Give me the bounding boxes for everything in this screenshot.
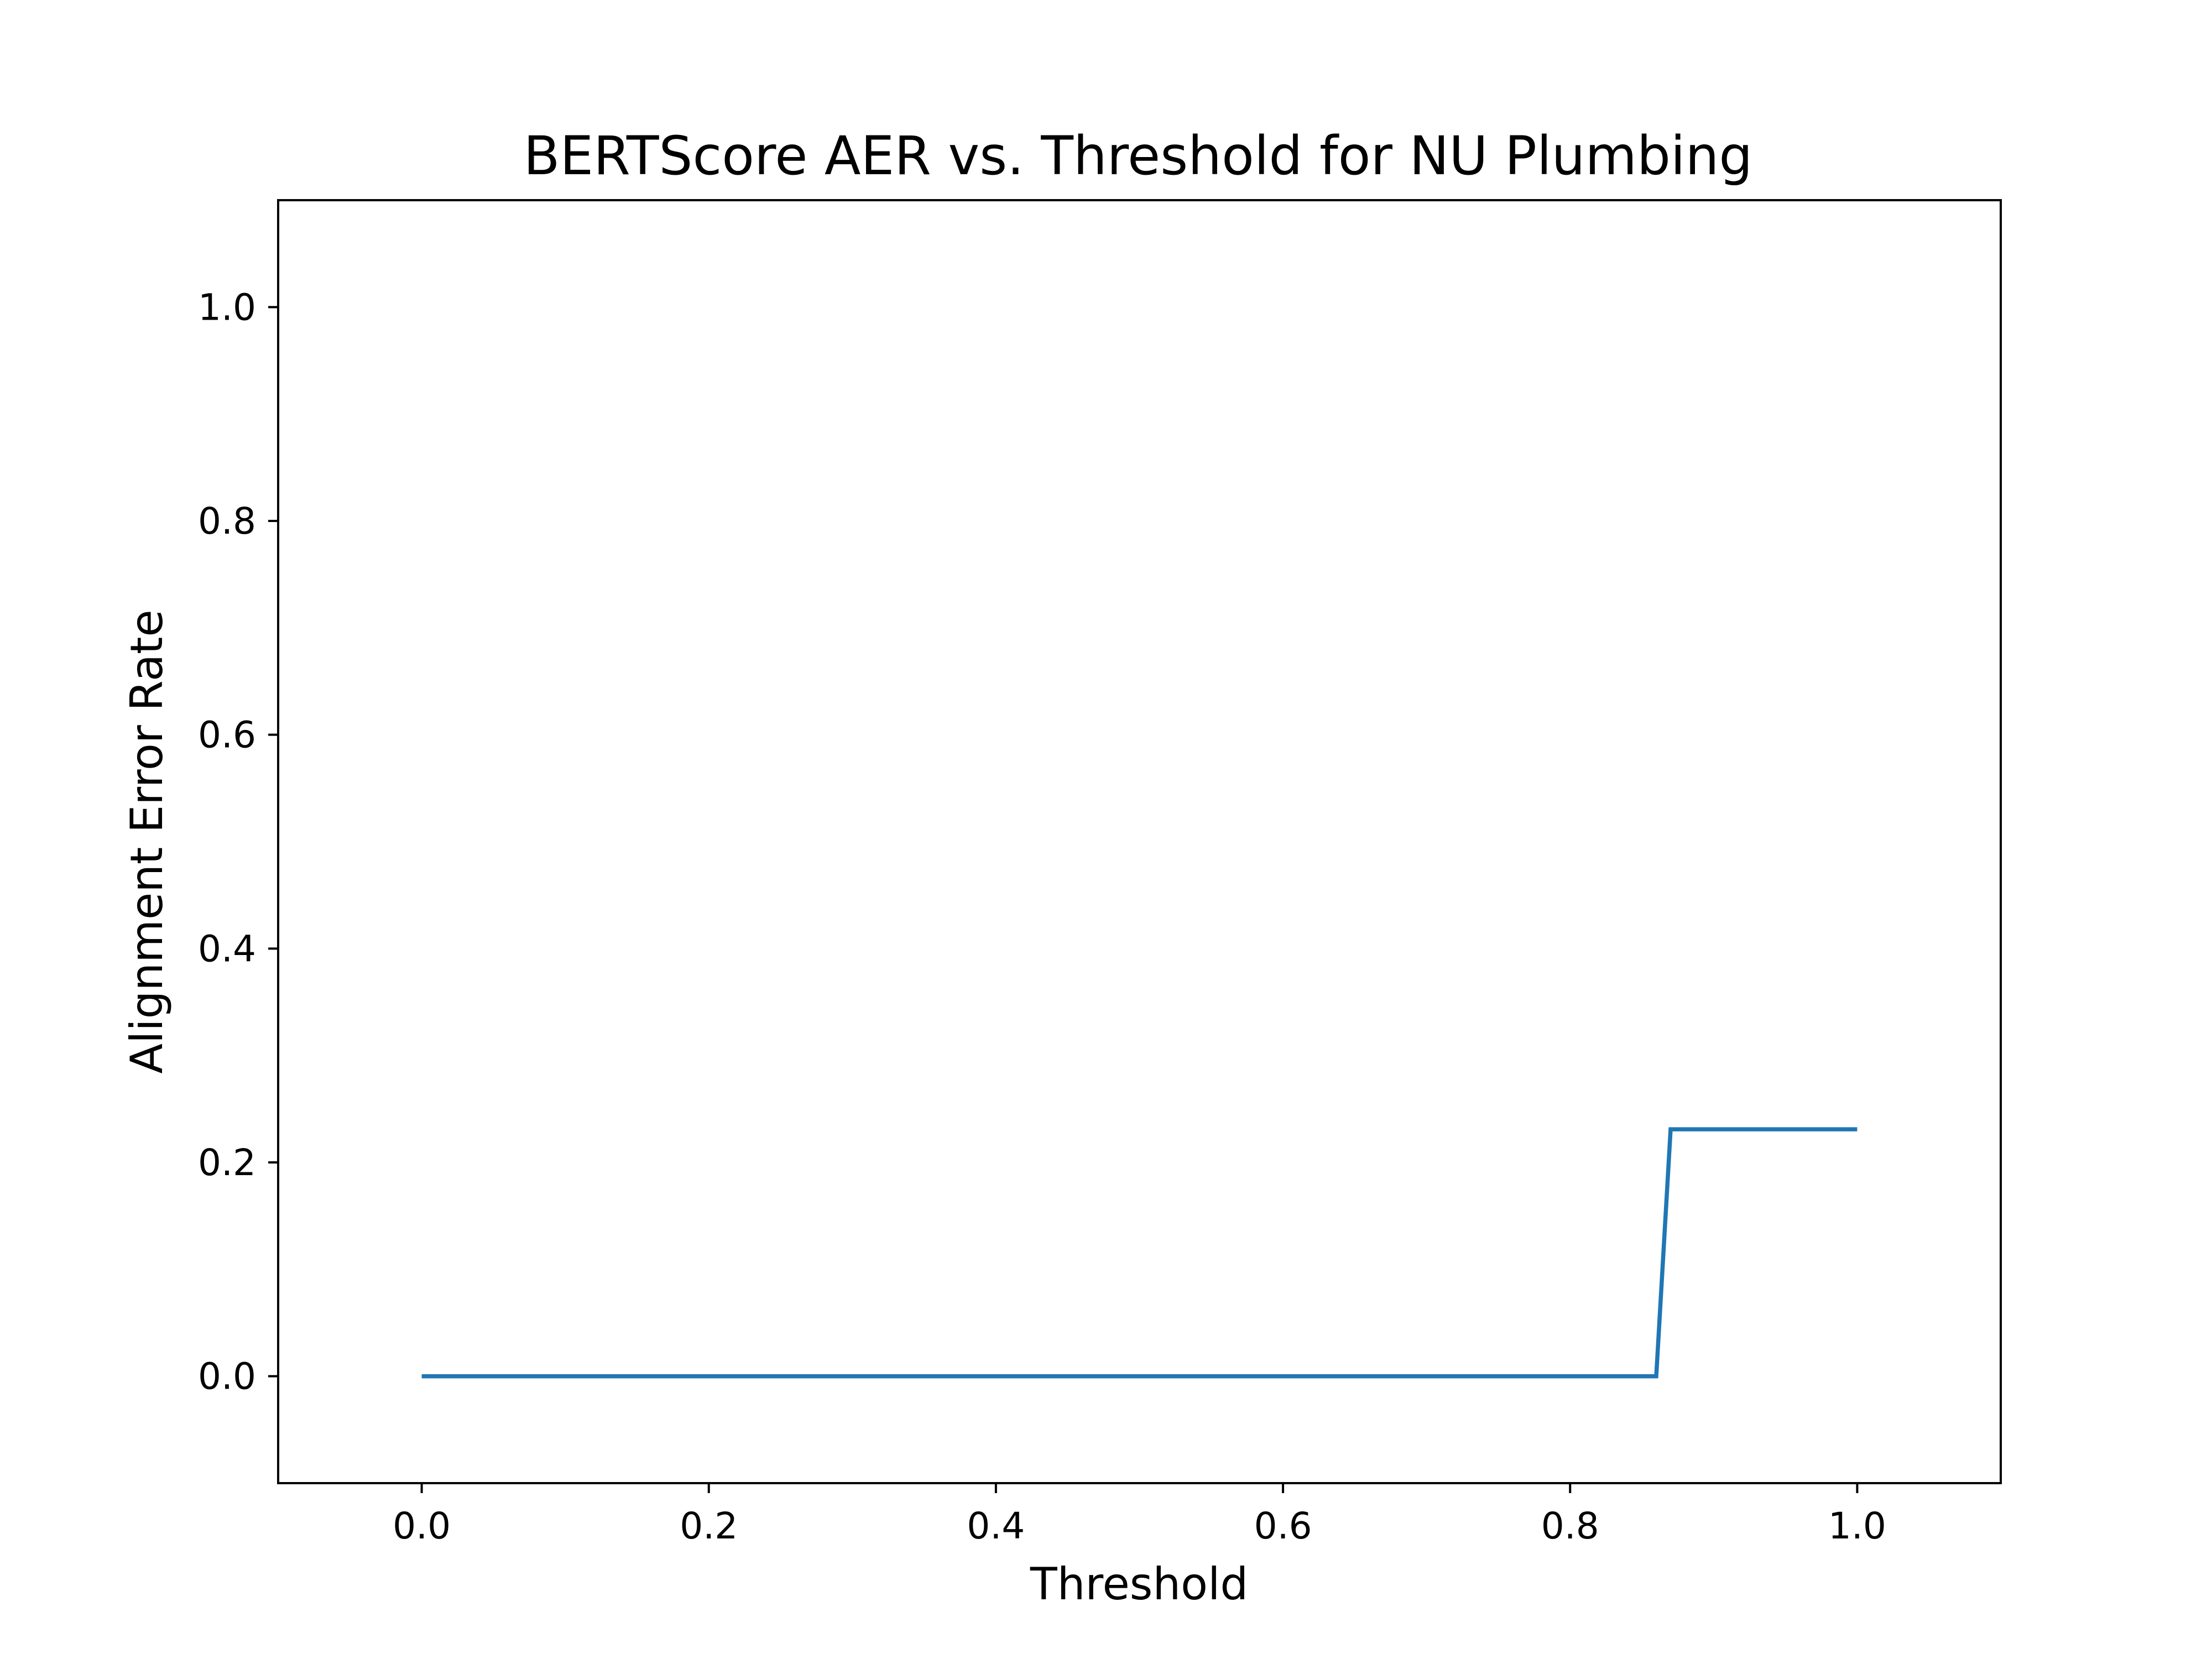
y-tick-label: 0.8 xyxy=(198,500,256,542)
x-tick-label: 0.4 xyxy=(967,1505,1025,1547)
x-tick-label: 1.0 xyxy=(1828,1505,1886,1547)
y-axis-label: Alignment Error Rate xyxy=(121,609,173,1073)
x-tick-label: 0.2 xyxy=(680,1505,738,1547)
plot-area xyxy=(278,200,2001,1483)
x-axis-label: Threshold xyxy=(1030,1558,1248,1610)
x-tick-label: 0.6 xyxy=(1254,1505,1312,1547)
x-axis-ticks: 0.0 0.2 0.4 0.6 0.8 1.0 xyxy=(393,1483,1886,1547)
y-tick-label: 0.4 xyxy=(198,927,256,970)
y-tick-label: 0.2 xyxy=(198,1141,256,1184)
y-axis-ticks: 0.0 0.2 0.4 0.6 0.8 1.0 xyxy=(198,286,278,1398)
series-layer xyxy=(421,1127,1858,1379)
series-line-0 xyxy=(421,1127,1858,1379)
y-tick-label: 0.6 xyxy=(198,714,256,757)
x-tick-label: 0.8 xyxy=(1541,1505,1599,1547)
y-tick-label: 0.0 xyxy=(198,1355,256,1398)
chart-title: BERTScore AER vs. Threshold for NU Plumb… xyxy=(524,125,1753,187)
x-tick-label: 0.0 xyxy=(393,1505,451,1547)
y-tick-label: 1.0 xyxy=(198,286,256,328)
axes-frame xyxy=(277,199,2002,1484)
